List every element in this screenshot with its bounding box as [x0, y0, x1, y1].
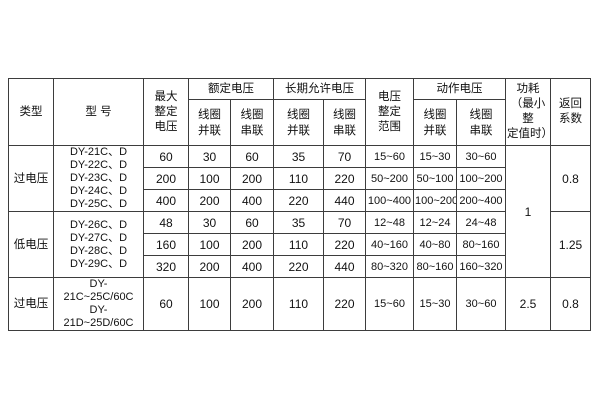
table-cell: 24~48	[456, 211, 506, 234]
type-overvoltage: 过电压	[8, 277, 54, 331]
header-coil-parallel: 线圈 并联	[188, 99, 231, 146]
table-cell: 200	[188, 255, 231, 278]
table-cell: 60	[230, 211, 274, 234]
table-row: 400 200 400 220 440 100~400 100~200 200~…	[9, 189, 591, 212]
table-cell: 35	[273, 145, 324, 168]
table-cell: 70	[323, 211, 366, 234]
table-cell: 100~200	[456, 167, 506, 190]
table-row: 160 100 200 110 220 40~160 40~80 80~160	[9, 233, 591, 256]
table-cell: 100	[188, 277, 231, 331]
table-cell: 220	[273, 189, 324, 212]
type-undervoltage: 低电压	[8, 211, 54, 278]
table-cell: 60	[230, 145, 274, 168]
type-overvoltage: 过电压	[8, 145, 54, 212]
table-cell: 160~320	[456, 255, 506, 278]
header-row-2: 线圈 并联 线圈 串联 线圈 并联 线圈 串联 线圈 并联 线圈 串联	[9, 99, 591, 146]
header-type: 类型	[8, 78, 54, 146]
power-consumption-value: 2.5	[505, 277, 551, 331]
table-cell: 80~160	[413, 255, 457, 278]
header-coil-series: 线圈 串联	[323, 99, 366, 146]
table-cell: 200~400	[456, 189, 506, 212]
model-list: DY-21C~25C/60C DY-21D~25D/60C	[53, 277, 144, 331]
table-cell: 48	[143, 211, 189, 234]
table-cell: 110	[273, 167, 324, 190]
header-power-consumption: 功耗 （最小整 定值时）	[505, 78, 551, 146]
table-cell: 30~60	[456, 145, 506, 168]
table-cell: 15~60	[365, 145, 414, 168]
table-row: 过电压 DY-21C、D DY-22C、D DY-23C、D DY-24C、D …	[8, 145, 591, 278]
table-cell: 220	[323, 277, 366, 331]
table-cell: 220	[273, 255, 324, 278]
return-coefficient-value: 1.25	[550, 211, 591, 278]
return-coefficient-value: 0.8	[550, 277, 591, 331]
table-cell: 30	[188, 211, 231, 234]
model-list: DY-26C、D DY-27C、D DY-28C、D DY-29C、D	[53, 211, 144, 278]
table-cell: 200	[230, 233, 274, 256]
table-cell: 60	[143, 277, 189, 331]
table-cell: 35	[273, 211, 324, 234]
header-coil-parallel: 线圈 并联	[413, 99, 457, 146]
table-cell: 400	[230, 255, 274, 278]
table-cell: 320	[143, 255, 189, 278]
table-cell: 80~320	[365, 255, 414, 278]
table-cell: 440	[323, 255, 366, 278]
table-cell: 200	[230, 277, 274, 331]
table-cell: 440	[323, 189, 366, 212]
header-long-term-voltage: 长期允许电压	[273, 78, 366, 100]
table-cell: 30~60	[456, 277, 506, 331]
header-rated-voltage: 额定电压	[188, 78, 274, 100]
return-coefficient-value: 0.8	[550, 145, 591, 212]
table-cell: 60	[143, 145, 189, 168]
table-cell: 15~30	[413, 277, 457, 331]
header-model: 型 号	[53, 78, 144, 146]
table-cell: 200	[143, 167, 189, 190]
table-cell: 220	[323, 233, 366, 256]
table-cell: 70	[323, 145, 366, 168]
header-coil-series: 线圈 串联	[230, 99, 274, 146]
table-cell: 80~160	[456, 233, 506, 256]
relay-spec-table: 类型 型 号 最大 整定 电压 额定电压 长期允许电压 电压 整定 范围 动作电…	[8, 78, 591, 331]
table-cell: 200	[230, 167, 274, 190]
header-max-setting-voltage: 最大 整定 电压	[143, 78, 189, 146]
table-cell: 100~400	[365, 189, 414, 212]
table-cell: 400	[230, 189, 274, 212]
table-cell: 100	[188, 233, 231, 256]
table-cell: 50~100	[413, 167, 457, 190]
table-cell: 110	[273, 277, 324, 331]
table-cell: 50~200	[365, 167, 414, 190]
table-cell: 220	[323, 167, 366, 190]
header-coil-series: 线圈 串联	[456, 99, 506, 146]
table-cell: 40~80	[413, 233, 457, 256]
table-cell: 12~48	[365, 211, 414, 234]
header-setting-range: 电压 整定 范围	[365, 78, 414, 146]
table-cell: 100~200	[413, 189, 457, 212]
table-cell: 110	[273, 233, 324, 256]
header-row-1: 类型 型 号 最大 整定 电压 额定电压 长期允许电压 电压 整定 范围 动作电…	[8, 78, 591, 146]
header-operate-voltage: 动作电压	[413, 78, 506, 100]
table-cell: 12~24	[413, 211, 457, 234]
table-cell: 30	[188, 145, 231, 168]
table-cell: 200	[188, 189, 231, 212]
table-row: 低电压 DY-26C、D DY-27C、D DY-28C、D DY-29C、D …	[8, 211, 591, 278]
table-row: 过电压 DY-21C~25C/60C DY-21D~25D/60C 60 100…	[8, 277, 591, 331]
table-cell: 160	[143, 233, 189, 256]
power-consumption-value: 1	[505, 145, 551, 278]
header-coil-parallel: 线圈 并联	[273, 99, 324, 146]
table-cell: 15~60	[365, 277, 414, 331]
table-cell: 400	[143, 189, 189, 212]
header-return-coefficient: 返回 系数	[550, 78, 591, 146]
table-cell: 40~160	[365, 233, 414, 256]
model-list: DY-21C、D DY-22C、D DY-23C、D DY-24C、D DY-2…	[53, 145, 144, 212]
table-cell: 15~30	[413, 145, 457, 168]
table-cell: 100	[188, 167, 231, 190]
